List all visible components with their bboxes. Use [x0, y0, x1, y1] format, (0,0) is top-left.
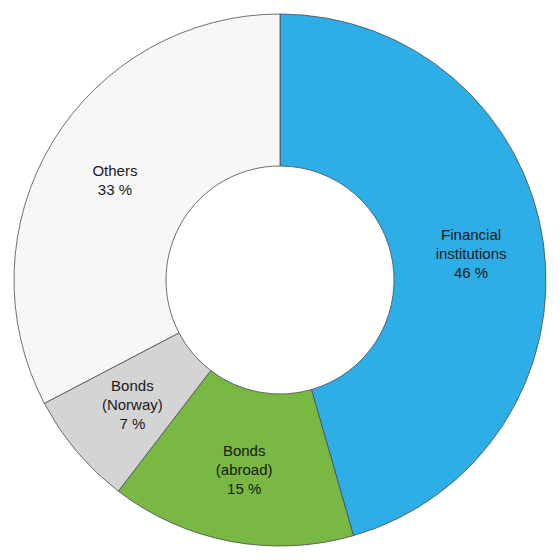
svg-text:institutions: institutions	[436, 245, 507, 262]
svg-text:Financial: Financial	[441, 226, 501, 243]
svg-text:(Norway): (Norway)	[102, 396, 163, 413]
svg-text:Bonds: Bonds	[111, 377, 154, 394]
svg-text:46 %: 46 %	[454, 264, 488, 281]
svg-text:7 %: 7 %	[119, 415, 145, 432]
svg-text:Others: Others	[92, 162, 137, 179]
svg-text:Bonds: Bonds	[223, 442, 266, 459]
svg-text:15 %: 15 %	[227, 480, 261, 497]
svg-text:(abroad): (abroad)	[216, 461, 273, 478]
svg-text:33 %: 33 %	[98, 181, 132, 198]
